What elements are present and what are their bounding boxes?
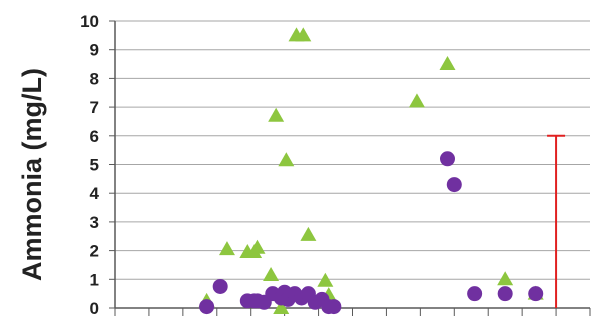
y-tick-label: 4 — [90, 184, 100, 203]
y-tick-label: 6 — [90, 127, 99, 146]
triangle-point — [278, 152, 295, 167]
triangle-point — [273, 300, 290, 314]
circle-point — [212, 278, 228, 294]
axes — [109, 20, 591, 316]
triangle-point — [295, 27, 312, 42]
triangle-point — [317, 272, 334, 287]
y-tick-label: 0 — [90, 299, 99, 318]
triangle-point — [218, 241, 235, 256]
circle-point — [528, 286, 544, 302]
y-tick-label: 7 — [90, 98, 99, 117]
circle-point — [326, 299, 342, 315]
triangle-point — [497, 271, 514, 286]
y-tick-labels: 0 1 2 3 4 5 6 7 8 9 10 — [80, 12, 99, 318]
y-axis-title: Ammonia (mg/L) — [17, 68, 47, 281]
data-points — [198, 27, 544, 315]
circle-point — [440, 151, 455, 167]
gridlines — [115, 20, 590, 280]
triangle-point — [300, 226, 317, 241]
circle-point — [497, 286, 513, 302]
triangle-point — [268, 107, 285, 122]
triangle-point — [439, 56, 456, 71]
y-tick-label: 5 — [90, 156, 99, 175]
y-tick-label: 3 — [90, 213, 99, 232]
circle-point — [199, 299, 215, 315]
circle-point — [467, 286, 483, 302]
y-tick-label: 2 — [90, 242, 99, 261]
y-tick-label: 10 — [80, 12, 99, 31]
triangle-point — [249, 239, 266, 254]
triangle-point — [263, 266, 280, 281]
triangle-point — [408, 93, 425, 108]
y-tick-label: 9 — [90, 41, 99, 60]
y-tick-label: 1 — [90, 270, 99, 289]
circle-point — [446, 177, 462, 193]
y-tick-label: 8 — [90, 69, 99, 88]
error-bar — [547, 134, 566, 308]
